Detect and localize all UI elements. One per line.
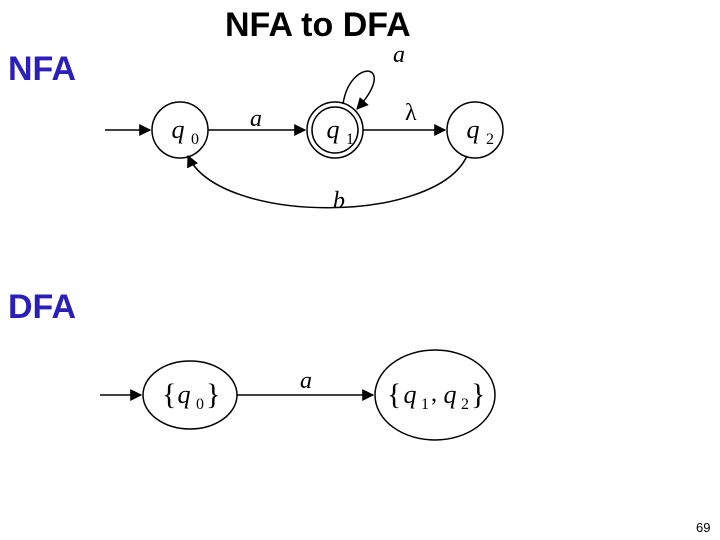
svg-text:}: }: [206, 378, 220, 411]
svg-text:a: a: [300, 368, 312, 394]
svg-text:{: {: [162, 378, 176, 411]
svg-text:b: b: [333, 188, 345, 214]
svg-text:a: a: [250, 106, 262, 132]
svg-text:q: q: [178, 380, 191, 409]
svg-text:q: q: [327, 115, 340, 144]
svg-text:q: q: [467, 115, 480, 144]
svg-text:q: q: [444, 380, 457, 409]
svg-text:0: 0: [191, 131, 199, 148]
svg-text:,: ,: [431, 381, 437, 407]
automata-diagram: q0q1q2aλab{q0}{q1,q2}a: [0, 0, 720, 540]
svg-text:1: 1: [346, 131, 354, 148]
svg-text:λ: λ: [405, 100, 417, 126]
svg-text:}: }: [471, 378, 485, 411]
svg-text:q: q: [172, 115, 185, 144]
svg-text:2: 2: [486, 131, 494, 148]
svg-text:2: 2: [461, 396, 469, 413]
svg-text:1: 1: [421, 396, 429, 413]
svg-text:a: a: [393, 42, 405, 68]
svg-text:0: 0: [196, 396, 204, 413]
svg-text:q: q: [404, 380, 417, 409]
svg-text:{: {: [387, 378, 401, 411]
